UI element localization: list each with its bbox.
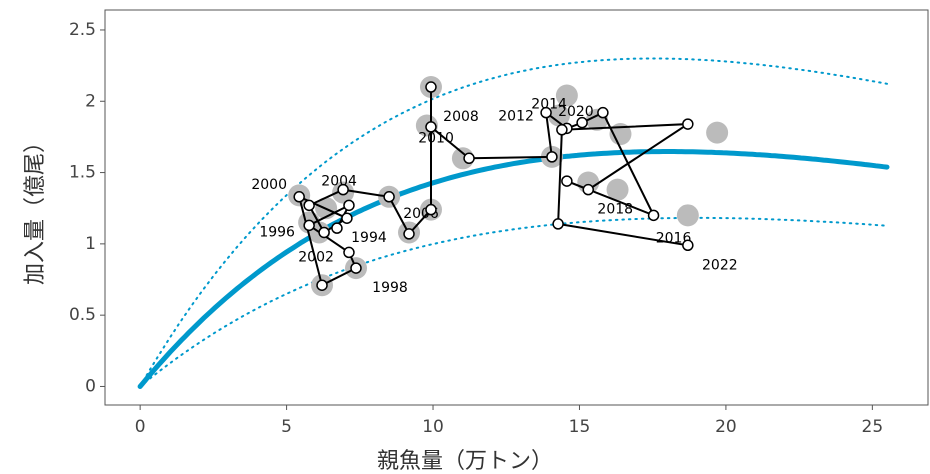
gray-point bbox=[706, 121, 729, 144]
series-point bbox=[556, 124, 568, 136]
series-point bbox=[425, 203, 437, 216]
series-point bbox=[540, 106, 552, 119]
y-axis-title: 加入量（億尾） bbox=[23, 131, 48, 285]
y-tick-label: 1.5 bbox=[69, 163, 96, 183]
x-tick-label: 20 bbox=[715, 417, 737, 437]
gray-point bbox=[606, 178, 629, 201]
y-tick-label: 2.5 bbox=[69, 20, 96, 40]
gray-point bbox=[676, 204, 699, 227]
plot-frame bbox=[104, 9, 929, 406]
interval-curve bbox=[139, 57, 888, 388]
series-point bbox=[383, 191, 395, 203]
y-tick-label: 0 bbox=[85, 376, 96, 396]
year-label: 2002 bbox=[298, 249, 334, 265]
gray-point bbox=[609, 123, 632, 146]
year-label: 1996 bbox=[259, 224, 295, 240]
series-point bbox=[293, 191, 305, 203]
year-label: 2012 bbox=[498, 109, 534, 125]
series-point bbox=[331, 222, 343, 234]
x-tick-label: 0 bbox=[135, 417, 146, 437]
y-tick-label: 2 bbox=[85, 91, 96, 111]
x-tick-label: 25 bbox=[862, 417, 884, 437]
series-point bbox=[682, 239, 694, 252]
series-point bbox=[343, 246, 355, 259]
series-point bbox=[403, 228, 415, 240]
series-line bbox=[297, 87, 692, 287]
series-point bbox=[597, 106, 609, 119]
interval-curve bbox=[139, 216, 888, 388]
year-label: 2016 bbox=[656, 230, 692, 246]
y-tick-label: 0.5 bbox=[69, 305, 96, 325]
year-label: 1998 bbox=[372, 280, 408, 296]
year-label: 2004 bbox=[321, 174, 357, 190]
series-point bbox=[303, 219, 315, 232]
year-label: 2008 bbox=[443, 109, 479, 125]
series-point bbox=[425, 81, 437, 93]
x-axis-title: 親魚量（万トン） bbox=[377, 449, 553, 474]
y-tick-label: 1 bbox=[85, 234, 96, 254]
year-label: 2020 bbox=[558, 104, 594, 120]
year-label: 2022 bbox=[702, 257, 738, 273]
x-tick-label: 15 bbox=[569, 417, 591, 437]
series-point bbox=[561, 175, 573, 187]
series-point bbox=[546, 151, 558, 163]
fit-curve bbox=[137, 149, 890, 389]
series-point bbox=[343, 199, 355, 212]
year-label: 2010 bbox=[418, 130, 454, 146]
x-tick-label: 5 bbox=[281, 417, 292, 437]
series-point bbox=[463, 152, 475, 165]
year-label: 2000 bbox=[251, 177, 287, 193]
series-point bbox=[337, 183, 349, 196]
year-label: 1994 bbox=[351, 230, 387, 246]
series-point bbox=[350, 262, 362, 274]
year-label: 2018 bbox=[597, 202, 633, 218]
series-point bbox=[576, 116, 588, 129]
gray-point bbox=[547, 104, 570, 127]
x-tick-label: 10 bbox=[422, 417, 444, 437]
series-point bbox=[425, 121, 437, 133]
year-label: 2014 bbox=[531, 97, 567, 113]
series-point bbox=[582, 183, 595, 196]
series-point bbox=[682, 118, 694, 130]
gray-point bbox=[555, 84, 578, 107]
series-point bbox=[318, 226, 330, 239]
series-point bbox=[552, 218, 564, 230]
series-point bbox=[303, 199, 315, 212]
series-point bbox=[647, 209, 660, 222]
series-point bbox=[316, 279, 328, 291]
series-point bbox=[341, 212, 353, 224]
